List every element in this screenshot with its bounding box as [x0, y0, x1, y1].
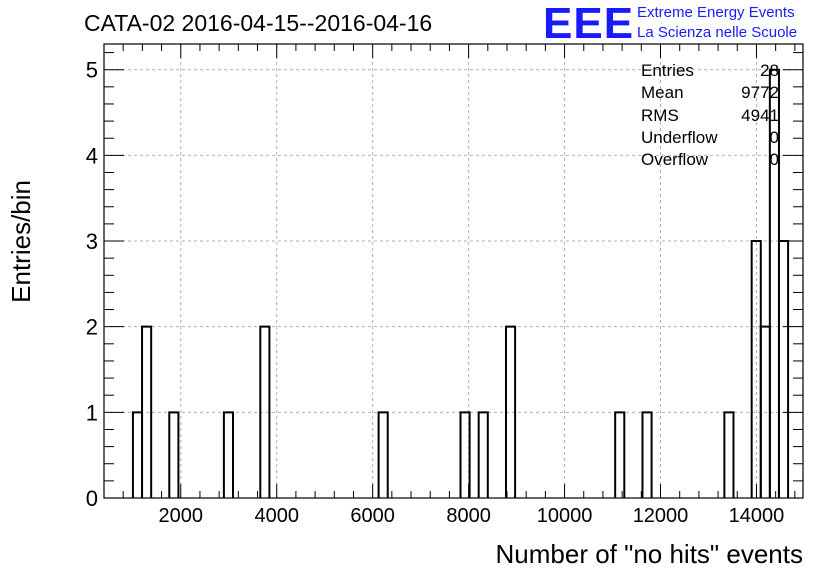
x-tick-label: 10000	[537, 505, 593, 527]
stat-rms: RMS 4941	[641, 105, 779, 127]
grid	[104, 44, 803, 498]
stat-entries: Entries 28	[641, 60, 779, 82]
histogram-bar	[168, 411, 180, 498]
stat-underflow: Underflow 0	[641, 127, 779, 149]
eee-logo: EEE	[543, 0, 635, 48]
x-tick-label: 12000	[633, 505, 689, 527]
x-tick-label: 8000	[446, 505, 491, 527]
x-tick-label: 6000	[350, 505, 395, 527]
histogram-bar	[777, 240, 790, 498]
histogram-bar	[222, 411, 235, 498]
histogram-bar	[723, 411, 735, 498]
stats-box: Entries 28 Mean 9772 RMS 4941 Underflow …	[641, 60, 779, 171]
stat-label: Overflow	[641, 150, 709, 170]
logo-line-2: La Scienza nelle Scuole	[637, 24, 798, 41]
stat-overflow: Overflow 0	[641, 149, 779, 171]
y-tick-label: 4	[86, 143, 98, 168]
y-tick-label: 5	[86, 58, 98, 83]
y-axis-label: Entries/bin	[6, 180, 36, 303]
histogram-bar	[259, 325, 271, 498]
histogram-bar	[614, 411, 626, 498]
histogram-bar	[459, 411, 471, 498]
histogram-bar	[641, 411, 653, 498]
axes: 2000 4000 6000 8000 10000 12000 14000 0 1 2 3 4 5	[86, 43, 804, 527]
plot-frame	[103, 43, 804, 499]
stat-mean: Mean 9772	[641, 82, 779, 104]
logo-line-1: Extreme Energy Events	[637, 4, 795, 21]
histogram-bar	[141, 325, 153, 498]
chart-title: CATA-02 2016-04-15--2016-04-16	[84, 10, 433, 36]
histogram-bar	[131, 411, 144, 498]
stat-label: Entries	[641, 61, 694, 80]
stat-value: 0	[769, 150, 779, 170]
y-tick-label: 3	[86, 229, 98, 254]
stat-value: 4941	[741, 105, 779, 125]
stat-label: RMS	[641, 105, 679, 125]
y-tick-label: 1	[86, 400, 98, 425]
histogram-bar	[377, 411, 389, 498]
stat-value: 9772	[741, 83, 779, 103]
x-tick-label: 14000	[729, 505, 785, 527]
histogram-bar	[504, 325, 517, 498]
stat-value: 28	[760, 61, 779, 80]
y-tick-label: 0	[86, 486, 98, 511]
stat-label: Mean	[641, 83, 684, 103]
axis-labels: Number of "no hits" events Entries/bin	[6, 180, 803, 569]
x-axis-label: Number of "no hits" events	[496, 539, 804, 569]
logo-caption: Extreme Energy Events La Scienza nelle S…	[637, 3, 797, 43]
stat-value: 0	[769, 127, 779, 147]
x-tick-label: 4000	[254, 505, 299, 527]
stat-label: Underflow	[641, 127, 718, 147]
histogram-bar	[477, 411, 489, 498]
x-tick-label: 2000	[159, 505, 204, 527]
y-tick-label: 2	[86, 315, 98, 340]
